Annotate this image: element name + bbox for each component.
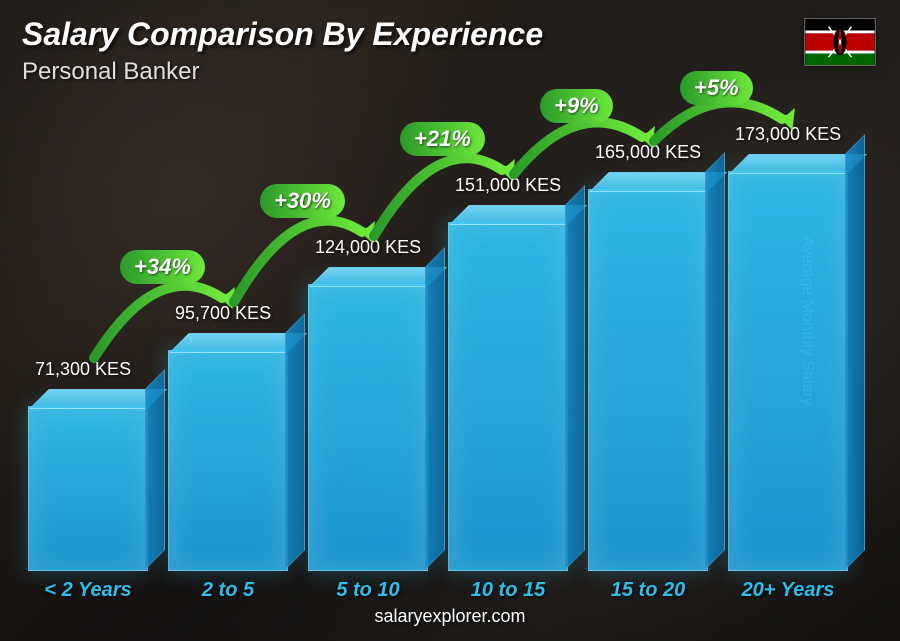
bar-chart: 71,300 KES< 2 Years95,700 KES2 to 5124,0… xyxy=(28,91,852,571)
chart-title: Salary Comparison By Experience xyxy=(22,16,543,53)
pct-change-label: +5% xyxy=(680,71,753,105)
bar-category-label: 10 to 15 xyxy=(438,579,578,602)
bar-category-label: 5 to 10 xyxy=(298,579,438,602)
kenya-flag-icon xyxy=(804,18,876,66)
bar-category-label: 15 to 20 xyxy=(578,579,718,602)
bar-category-label: 20+ Years xyxy=(718,579,858,602)
bar-category-label: 2 to 5 xyxy=(158,579,298,602)
chart-stage: Salary Comparison By Experience Personal… xyxy=(0,0,900,641)
chart-subtitle: Personal Banker xyxy=(22,58,199,86)
footer-attribution: salaryexplorer.com xyxy=(0,606,900,627)
change-arrow-icon xyxy=(28,91,888,571)
bar-category-label: < 2 Years xyxy=(18,579,158,602)
